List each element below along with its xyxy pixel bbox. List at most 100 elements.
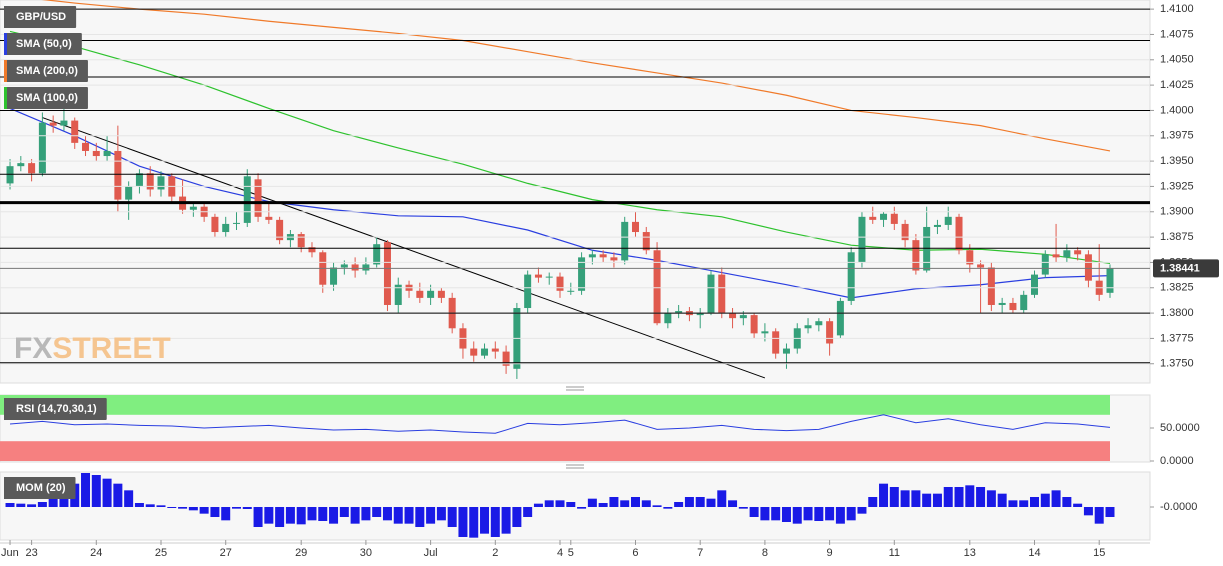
mom-bar [329,507,339,524]
candle-body [103,150,111,157]
x-tick-label: 30 [360,547,372,559]
y-tick-label: 1.4025 [1160,79,1194,91]
mom-bar [339,507,349,517]
candle-body [675,311,683,314]
candle-body [157,176,165,190]
mom-bar [156,505,166,507]
legend-label: SMA (200,0) [16,65,78,77]
legend-box [4,6,77,28]
mom-bar [728,500,738,507]
mom-bar [1030,497,1040,507]
candle-body [933,224,941,227]
candle-body [642,232,650,251]
mom-bar [965,485,975,507]
candle-body [847,252,855,301]
mom-bar [447,507,457,527]
x-tick-label: 13 [964,547,976,559]
mom-bar [911,490,921,507]
candle-body [869,216,877,220]
candle-body [880,213,888,220]
candle-body [729,313,737,319]
mom-bar [480,507,490,534]
y-tick-label: 1.3950 [1160,155,1194,167]
legend-box [4,60,88,82]
watermark-street: STREET [52,332,170,365]
mom-bar [577,507,587,509]
legend-label: SMA (50,0) [16,38,72,50]
x-tick-label: 25 [155,547,167,559]
x-tick-label: 29 [295,547,307,559]
mom-bar [307,507,317,521]
candle-body [330,267,338,285]
mom-bar [145,504,155,507]
candle-body [297,234,305,248]
mom-bar [760,507,770,521]
mom-bar [1040,493,1050,507]
legend-label: GBP/USD [16,11,66,23]
x-tick-label: 14 [1028,547,1040,559]
legend-box [4,398,107,420]
mom-bar [37,502,47,507]
candle-body [782,348,790,354]
mom-bar [27,504,37,507]
candle-body [631,221,639,233]
candle-body [502,351,510,366]
mom-bar [630,497,640,507]
candle-body [545,276,553,278]
mom-bar [372,507,382,517]
candle-body [1063,250,1071,258]
candle-body [222,223,230,233]
candle-body [718,274,726,314]
candle-body [1074,250,1082,255]
mom-bar [178,507,188,509]
x-tick-label: Jun [1,547,19,559]
candle-body [437,290,445,298]
x-tick-label: 15 [1093,547,1105,559]
mom-bar [803,507,813,521]
mom-bar [781,507,791,522]
mom-bar [641,500,651,507]
mom-bar [296,507,306,525]
mom-bar [436,507,446,521]
y-tick-label: 0.0000 [1160,455,1194,467]
legend-entry: GBP/USD [4,6,77,28]
candle-body [977,264,985,268]
y-tick-label: 1.3800 [1160,307,1194,319]
candle-body [804,325,812,329]
mom-bar [857,507,867,514]
candle-body [38,122,46,174]
candle-body [1041,254,1049,275]
mom-bar [1051,490,1061,507]
legend-box [4,87,88,109]
mom-bar [167,507,177,508]
mom-bar [361,507,371,521]
mom-bar [868,497,878,507]
legend-label: SMA (100,0) [16,92,78,104]
mom-bar [16,503,26,507]
legend-box [4,477,76,499]
legend-swatch [4,398,7,420]
price-panel [0,0,1151,384]
candle-body [599,254,607,258]
mom-bar [264,507,274,524]
mom-bar [932,493,942,507]
candle-body [750,315,758,334]
mom-bar [1094,507,1104,524]
mom-bar [318,507,328,521]
watermark-fx: FX [14,332,52,365]
candle-body [890,213,898,224]
mom-bar [393,507,403,524]
x-tick-label: 24 [90,547,102,559]
legend-swatch [4,60,7,82]
mom-bar [458,507,468,537]
mom-bar [490,507,500,537]
candle-body [901,223,909,241]
y-tick-label: -0.0000 [1160,501,1197,513]
mom-bar [738,507,748,509]
rsi-band [0,441,1110,462]
mom-bar [695,497,705,507]
x-tick-label: 2 [492,547,498,559]
y-tick-label: 1.3900 [1160,206,1194,218]
candle-body [60,120,68,126]
